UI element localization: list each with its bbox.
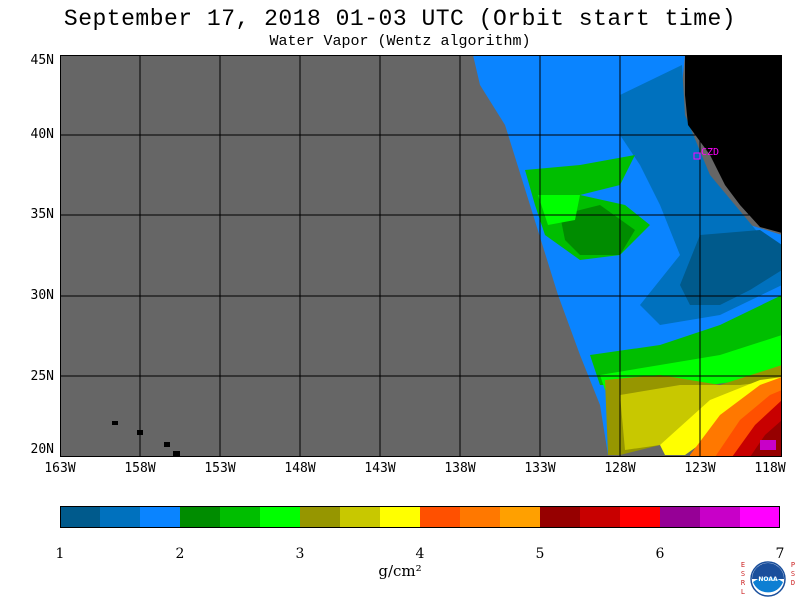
colorbar-tick: 1 (55, 546, 65, 562)
lon-label-128w: 128W (604, 461, 636, 476)
colorbar-border (60, 506, 780, 528)
colorbar-segment (60, 506, 101, 528)
lon-label-118w: 118W (754, 461, 786, 476)
logo-top (752, 563, 784, 579)
logo-wave (753, 577, 783, 593)
colorbar-segment (140, 506, 181, 528)
lat-label-40n: 40N (30, 127, 54, 142)
colorbar-tick: 7 (775, 546, 785, 562)
station-label: CZD (701, 147, 719, 158)
map-border (60, 55, 782, 457)
lon-label-158w: 158W (124, 461, 156, 476)
colorbar (60, 506, 780, 528)
colorbar-segment (580, 506, 621, 528)
colorbar-tick: 5 (535, 546, 545, 562)
lon-label-148w: 148W (284, 461, 316, 476)
colorbar-segment (700, 506, 741, 528)
lat-label-20n: 20N (30, 442, 54, 457)
swath-purple-patch (760, 440, 776, 450)
colorbar-segment (380, 506, 421, 528)
colorbar-segment (300, 506, 341, 528)
graticule (60, 55, 782, 457)
lon-label-143w: 143W (364, 461, 396, 476)
hawaii-island (164, 442, 170, 447)
colorbar-tick: 3 (295, 546, 305, 562)
logo-noaa-text: NOAA (758, 576, 778, 583)
lat-label-45n: 45N (30, 53, 54, 68)
colorbar-segment (180, 506, 221, 528)
swath-darkgreen-tongue (560, 205, 635, 255)
swath-brightgreen-tongue (538, 195, 580, 225)
logo-psd-letter: P (791, 561, 795, 569)
lat-label-35n: 35N (30, 207, 54, 222)
map-subtitle: Water Vapor (Wentz algorithm) (269, 33, 531, 50)
logo-esrl-letter: E (741, 561, 745, 569)
logo-psd-letter: D (791, 579, 795, 587)
colorbar-segment (500, 506, 541, 528)
lon-label-123w: 123W (684, 461, 716, 476)
colorbar-segment (420, 506, 461, 528)
colorbar-tick: 4 (415, 546, 425, 562)
lon-label-138w: 138W (444, 461, 476, 476)
hawaii-island (112, 421, 118, 425)
colorbar-segment (540, 506, 581, 528)
logo-psd-letter: S (791, 570, 795, 578)
logo-esrl-letter: S (741, 570, 745, 578)
swath-navy (680, 230, 782, 305)
lon-label-163w: 163W (44, 461, 76, 476)
lon-label-153w: 153W (204, 461, 236, 476)
colorbar-tick: 6 (655, 546, 665, 562)
colorbar-segment (220, 506, 261, 528)
colorbar-segment (260, 506, 301, 528)
colorbar-segment (620, 506, 661, 528)
colorbar-segment (740, 506, 780, 528)
station-marker (693, 152, 701, 160)
lat-label-25n: 25N (30, 369, 54, 384)
lat-label-30n: 30N (30, 288, 54, 303)
logo-esrl-letter: L (741, 588, 745, 596)
colorbar-segment (460, 506, 501, 528)
water-vapor-map: CZD (60, 55, 782, 457)
colorbar-tick: 2 (175, 546, 185, 562)
colorbar-segment (340, 506, 381, 528)
hawaii-island (173, 451, 180, 456)
colorbar-segment (100, 506, 141, 528)
colorbar-segment (660, 506, 701, 528)
lon-label-133w: 133W (524, 461, 556, 476)
map-title: September 17, 2018 01-03 UTC (Orbit star… (63, 6, 737, 32)
logo-esrl-letter: R (741, 579, 746, 587)
colorbar-units: g/cm² (378, 562, 422, 580)
land-mass (685, 55, 782, 233)
